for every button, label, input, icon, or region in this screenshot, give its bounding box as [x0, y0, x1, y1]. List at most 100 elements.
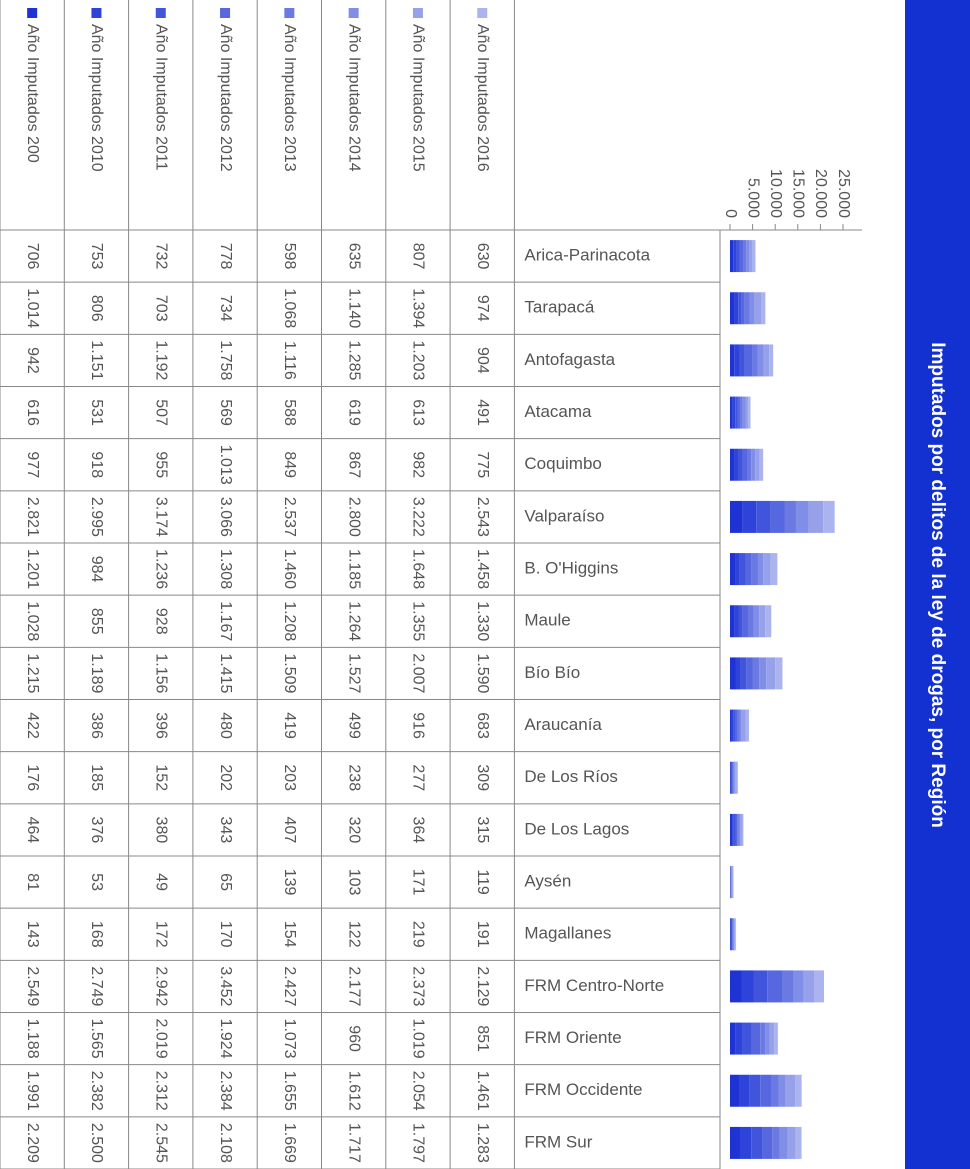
- legend-swatch: [348, 8, 359, 18]
- value-label: 407: [281, 817, 298, 844]
- value-label: 238: [345, 764, 362, 791]
- bar: [808, 500, 824, 533]
- category-label: Magallanes: [524, 924, 611, 943]
- value-label: 1.394: [410, 288, 427, 328]
- value-label: 1.355: [410, 601, 427, 641]
- bar: [795, 1126, 802, 1159]
- value-label: 422: [24, 712, 41, 739]
- value-label: 103: [345, 869, 362, 896]
- bar: [761, 292, 766, 325]
- value-label: 191: [474, 921, 491, 948]
- value-label: 613: [410, 399, 427, 426]
- value-label: 974: [474, 295, 491, 322]
- bar: [737, 709, 740, 742]
- bar: [770, 1074, 779, 1107]
- y-tick-label: 0: [722, 209, 739, 218]
- y-tick-label: 20.000: [812, 169, 829, 218]
- bar: [747, 448, 752, 481]
- value-label: 1.151: [88, 340, 105, 380]
- value-label: 2.427: [281, 966, 298, 1006]
- value-label: 2.177: [345, 966, 362, 1006]
- value-label: 1.192: [153, 340, 170, 380]
- bar: [735, 761, 737, 794]
- value-label: 219: [410, 921, 427, 948]
- bar: [759, 448, 764, 481]
- value-label: 2.373: [410, 966, 427, 1006]
- value-label: 942: [24, 347, 41, 374]
- value-label: 1.415: [217, 653, 234, 693]
- value-label: 616: [24, 399, 41, 426]
- value-label: 683: [474, 712, 491, 739]
- value-label: 1.014: [24, 288, 41, 328]
- value-label: 154: [281, 921, 298, 948]
- bar: [784, 500, 796, 533]
- category-label: Bío Bío: [524, 663, 580, 682]
- value-label: 65: [217, 873, 234, 891]
- bar: [737, 396, 741, 429]
- y-tick-label: 10.000: [767, 169, 784, 218]
- value-label: 2.384: [217, 1071, 234, 1111]
- value-label: 3.222: [410, 497, 427, 537]
- bar: [739, 1126, 752, 1159]
- y-tick-label: 25.000: [835, 169, 852, 218]
- y-tick-label: 5.000: [744, 178, 761, 218]
- y-tick-label: 15.000: [790, 169, 807, 218]
- value-label: 1.797: [410, 1123, 427, 1163]
- legend-label: Año Imputados 2010: [88, 24, 105, 172]
- value-label: 732: [153, 243, 170, 270]
- value-label: 982: [410, 451, 427, 478]
- bar: [753, 605, 760, 638]
- bar: [740, 813, 742, 846]
- category-label: De Los Ríos: [524, 767, 618, 786]
- bar: [742, 1022, 752, 1055]
- value-label: 171: [410, 869, 427, 896]
- bar: [759, 605, 766, 638]
- value-label: 855: [88, 608, 105, 635]
- bar: [751, 1022, 761, 1055]
- value-label: 1.188: [24, 1019, 41, 1059]
- bar: [751, 553, 758, 586]
- value-label: 867: [345, 451, 362, 478]
- bar: [730, 344, 735, 377]
- category-label: FRM Oriente: [524, 1028, 621, 1047]
- value-label: 1.924: [217, 1019, 234, 1059]
- bar: [735, 396, 738, 429]
- bar: [731, 709, 734, 742]
- bar: [765, 1022, 770, 1055]
- bar: [765, 605, 772, 638]
- bar: [753, 970, 768, 1003]
- value-label: 1.509: [281, 653, 298, 693]
- value-label: 3.174: [153, 497, 170, 537]
- category-label: B. O'Higgins: [524, 559, 618, 578]
- value-label: 904: [474, 347, 491, 374]
- category-label: FRM Centro-Norte: [524, 976, 664, 995]
- bar: [732, 866, 733, 899]
- value-label: 380: [153, 817, 170, 844]
- value-label: 1.460: [281, 549, 298, 589]
- value-label: 386: [88, 712, 105, 739]
- value-label: 122: [345, 921, 362, 948]
- value-label: 81: [24, 873, 41, 891]
- category-label: Coquimbo: [524, 454, 602, 473]
- legend-label: Año Imputados 2015: [410, 24, 427, 172]
- bar: [730, 1074, 739, 1107]
- bar: [734, 344, 740, 377]
- bar: [745, 553, 752, 586]
- bar: [732, 866, 734, 899]
- category-label: Antofagasta: [524, 350, 615, 369]
- bar: [730, 657, 736, 690]
- bar: [730, 918, 732, 951]
- bar: [752, 657, 760, 690]
- bar: [731, 918, 733, 951]
- value-label: 598: [281, 243, 298, 270]
- category-label: Aysén: [524, 872, 571, 891]
- bar: [733, 761, 735, 794]
- bar: [732, 918, 734, 951]
- value-label: 2.312: [153, 1071, 170, 1111]
- value-label: 851: [474, 1025, 491, 1052]
- value-label: 1.758: [217, 340, 234, 380]
- category-label: FRM Sur: [524, 1132, 592, 1151]
- bar: [734, 292, 739, 325]
- legend-label: Año Imputados 2016: [474, 24, 491, 172]
- value-label: 775: [474, 451, 491, 478]
